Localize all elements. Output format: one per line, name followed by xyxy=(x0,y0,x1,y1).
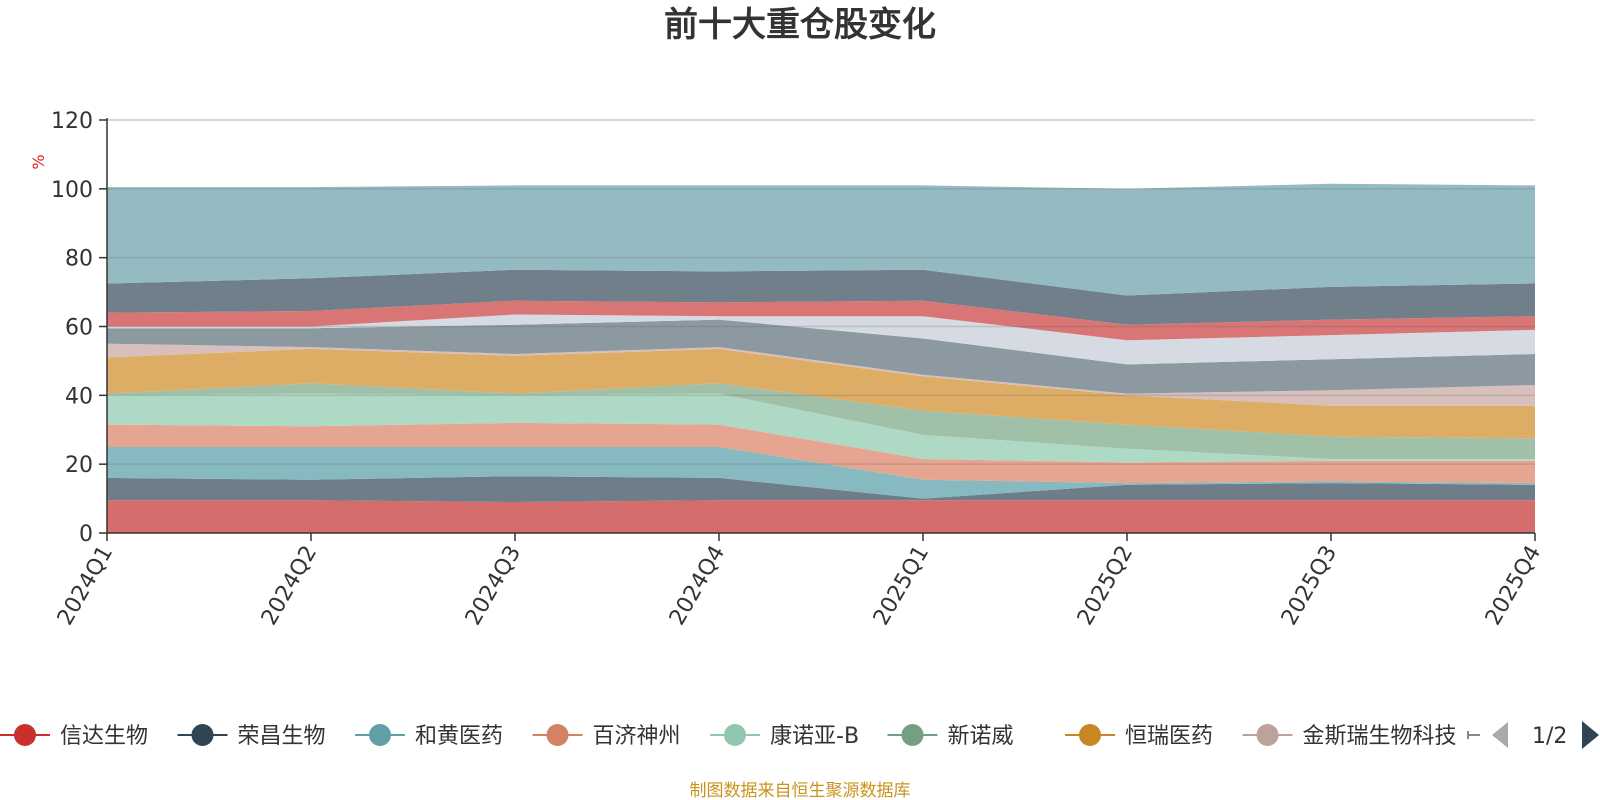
legend-item[interactable]: 百济神州 xyxy=(532,724,681,749)
area-series-4 xyxy=(107,393,1535,463)
legend-item[interactable]: 和黄医药 xyxy=(355,724,503,749)
y-axis-unit: % xyxy=(29,154,48,169)
legend-circle-marker xyxy=(191,724,214,746)
legend-label: 金斯瑞生物科技 xyxy=(1303,724,1457,749)
area-series-9 xyxy=(107,314,1535,365)
gridlines xyxy=(107,119,1535,465)
chart-title: 前十大重仓股变化 xyxy=(664,5,936,45)
legend-circle-marker xyxy=(14,724,36,746)
legend[interactable]: 信达生物 荣昌生物 和黄医药 百济神州 康诺亚-B 新诺威 恒瑞医药 金斯瑞生物科技 1/2 xyxy=(0,721,1599,749)
legend-item[interactable]: 荣昌生物 xyxy=(177,724,326,749)
legend-label: 新诺威 xyxy=(948,724,1014,749)
legend-label: 和黄医药 xyxy=(415,724,503,749)
area-series-5 xyxy=(107,383,1535,459)
area-series-3 xyxy=(107,422,1535,484)
y-tick-label: 100 xyxy=(51,178,93,203)
y-tick-label: 120 xyxy=(51,109,93,134)
legend-label: 恒瑞医药 xyxy=(1125,724,1213,749)
y-tick-label: 0 xyxy=(79,522,93,547)
legend-item[interactable]: 新诺威 xyxy=(887,724,1014,749)
legend-circle-marker xyxy=(901,724,924,746)
area-series-7 xyxy=(107,343,1535,406)
legend-item[interactable]: 恒瑞医药 xyxy=(1065,724,1213,749)
legend-circle-marker xyxy=(1079,724,1101,746)
y-tick-label: 40 xyxy=(65,384,93,409)
x-tick-label: 2024Q3 xyxy=(461,542,526,630)
area-series-11 xyxy=(107,269,1535,325)
area-series-0 xyxy=(107,500,1535,533)
legend-item[interactable]: 康诺亚-B xyxy=(710,724,859,749)
x-tick-label: 2025Q3 xyxy=(1277,542,1342,630)
x-tick-label: 2024Q4 xyxy=(665,542,730,630)
legend-label: 百济神州 xyxy=(593,724,681,749)
legend-circle-marker xyxy=(369,724,391,746)
legend-label: 康诺亚-B xyxy=(770,724,859,749)
y-tick-label: 60 xyxy=(65,316,93,341)
legend-next-page-icon[interactable] xyxy=(1582,721,1599,749)
legend-circle-marker xyxy=(724,724,746,746)
legend-item[interactable]: 信达生物 xyxy=(0,724,148,749)
area-series-6 xyxy=(107,348,1535,439)
legend-prev-page-icon[interactable] xyxy=(1492,722,1508,748)
stacked-areas xyxy=(107,183,1535,533)
x-tick-label: 2025Q2 xyxy=(1073,542,1138,630)
area-series-1 xyxy=(107,476,1535,502)
legend-label: 荣昌生物 xyxy=(238,724,326,749)
y-tick-label: 20 xyxy=(65,453,93,478)
area-series-12 xyxy=(107,183,1535,296)
legend-item[interactable]: 金斯瑞生物科技 xyxy=(1242,724,1457,749)
legend-page-indicator: 1/2 xyxy=(1532,724,1567,749)
x-tick-label: 2024Q1 xyxy=(53,542,118,630)
area-series-10 xyxy=(107,300,1535,341)
data-source-note: 制图数据来自恒生聚源数据库 xyxy=(690,781,911,800)
legend-label: 信达生物 xyxy=(60,724,148,749)
legend-circle-marker xyxy=(1256,724,1279,746)
x-tick-label: 2024Q2 xyxy=(257,542,322,630)
y-tick-label: 80 xyxy=(65,247,93,272)
x-tick-label: 2025Q1 xyxy=(869,542,934,630)
area-series-8 xyxy=(107,319,1535,394)
area-series-2 xyxy=(107,447,1535,499)
legend-circle-marker xyxy=(546,724,569,746)
x-tick-label: 2025Q4 xyxy=(1481,542,1546,630)
